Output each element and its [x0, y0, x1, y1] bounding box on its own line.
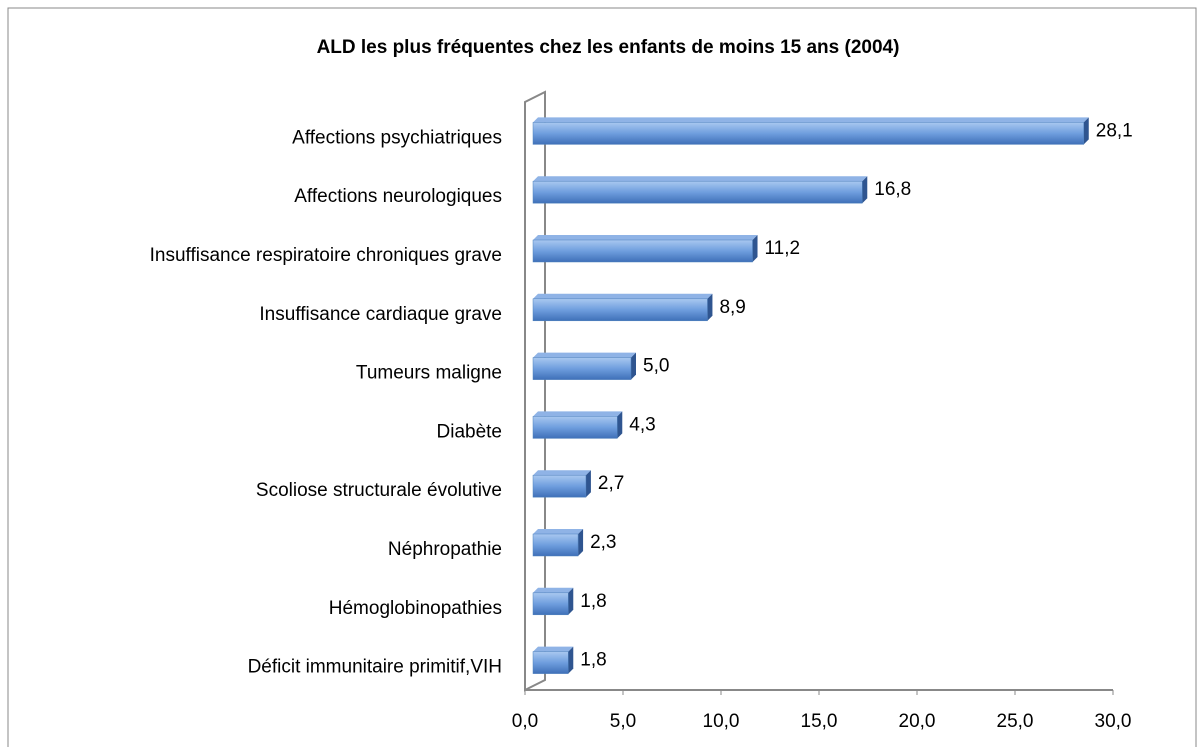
x-tick-label: 0,0 — [512, 711, 538, 732]
bar-top — [533, 646, 574, 652]
x-tick-label: 20,0 — [899, 711, 936, 732]
bar-end — [578, 529, 584, 556]
bar-end — [862, 176, 868, 204]
data-label: 28,1 — [1096, 120, 1133, 141]
data-label: 16,8 — [874, 179, 911, 200]
data-label: 2,3 — [590, 532, 616, 553]
data-label: 11,2 — [765, 238, 801, 259]
bar-end — [617, 411, 623, 439]
y-tick-label: Tumeurs maligne — [356, 363, 502, 384]
bar-top — [533, 117, 1089, 123]
data-label: 4,3 — [629, 414, 655, 435]
bar-top — [533, 293, 713, 299]
bar-top — [533, 176, 868, 182]
x-tick-label: 10,0 — [703, 711, 740, 732]
bar — [532, 239, 753, 263]
data-label: 2,7 — [598, 473, 624, 494]
data-label: 5,0 — [643, 356, 669, 377]
bar-top — [533, 470, 591, 476]
y-tick-label: Néphropathie — [388, 539, 502, 560]
y-tick-label: Affections neurologiques — [294, 186, 502, 207]
y-tick-label: Scoliose structurale évolutive — [256, 480, 502, 501]
bar-top — [533, 411, 623, 417]
data-label: 1,8 — [580, 650, 606, 671]
bar — [532, 416, 618, 439]
bar-end — [568, 587, 574, 615]
x-tick-label: 5,0 — [610, 711, 636, 732]
data-label: 8,9 — [719, 297, 745, 318]
y-tick-label: Diabète — [437, 421, 503, 442]
y-tick-label: Affections psychiatriques — [292, 127, 502, 148]
data-label: 1,8 — [580, 591, 606, 612]
bar — [532, 298, 708, 322]
y-tick-label: Insuffisance respiratoire chroniques gra… — [150, 245, 502, 266]
y-tick-label: Insuffisance cardiaque grave — [259, 304, 502, 325]
bar — [532, 651, 569, 674]
bar-top — [533, 587, 574, 593]
y-tick-label: Hémoglobinopathies — [329, 598, 502, 619]
bar-end — [1083, 117, 1089, 145]
chart-title: ALD les plus fréquentes chez les enfants… — [317, 37, 900, 58]
bar-end — [585, 470, 591, 498]
bar — [532, 533, 579, 557]
bar-top — [533, 352, 636, 358]
x-tick-label: 30,0 — [1095, 711, 1132, 732]
bar-top — [533, 529, 584, 534]
x-tick-label: 15,0 — [801, 711, 838, 732]
y-tick-label: Déficit immunitaire primitif,VIH — [248, 657, 502, 678]
bar — [532, 180, 863, 204]
bar-end — [707, 293, 713, 321]
bar — [532, 357, 632, 380]
bar — [532, 122, 1085, 145]
bar — [532, 474, 587, 498]
bar-top — [533, 235, 758, 240]
bar-end — [568, 646, 574, 674]
x-tick-label: 25,0 — [997, 711, 1034, 732]
bar-end — [631, 352, 636, 380]
bar — [532, 592, 569, 616]
bar-end — [752, 235, 758, 262]
